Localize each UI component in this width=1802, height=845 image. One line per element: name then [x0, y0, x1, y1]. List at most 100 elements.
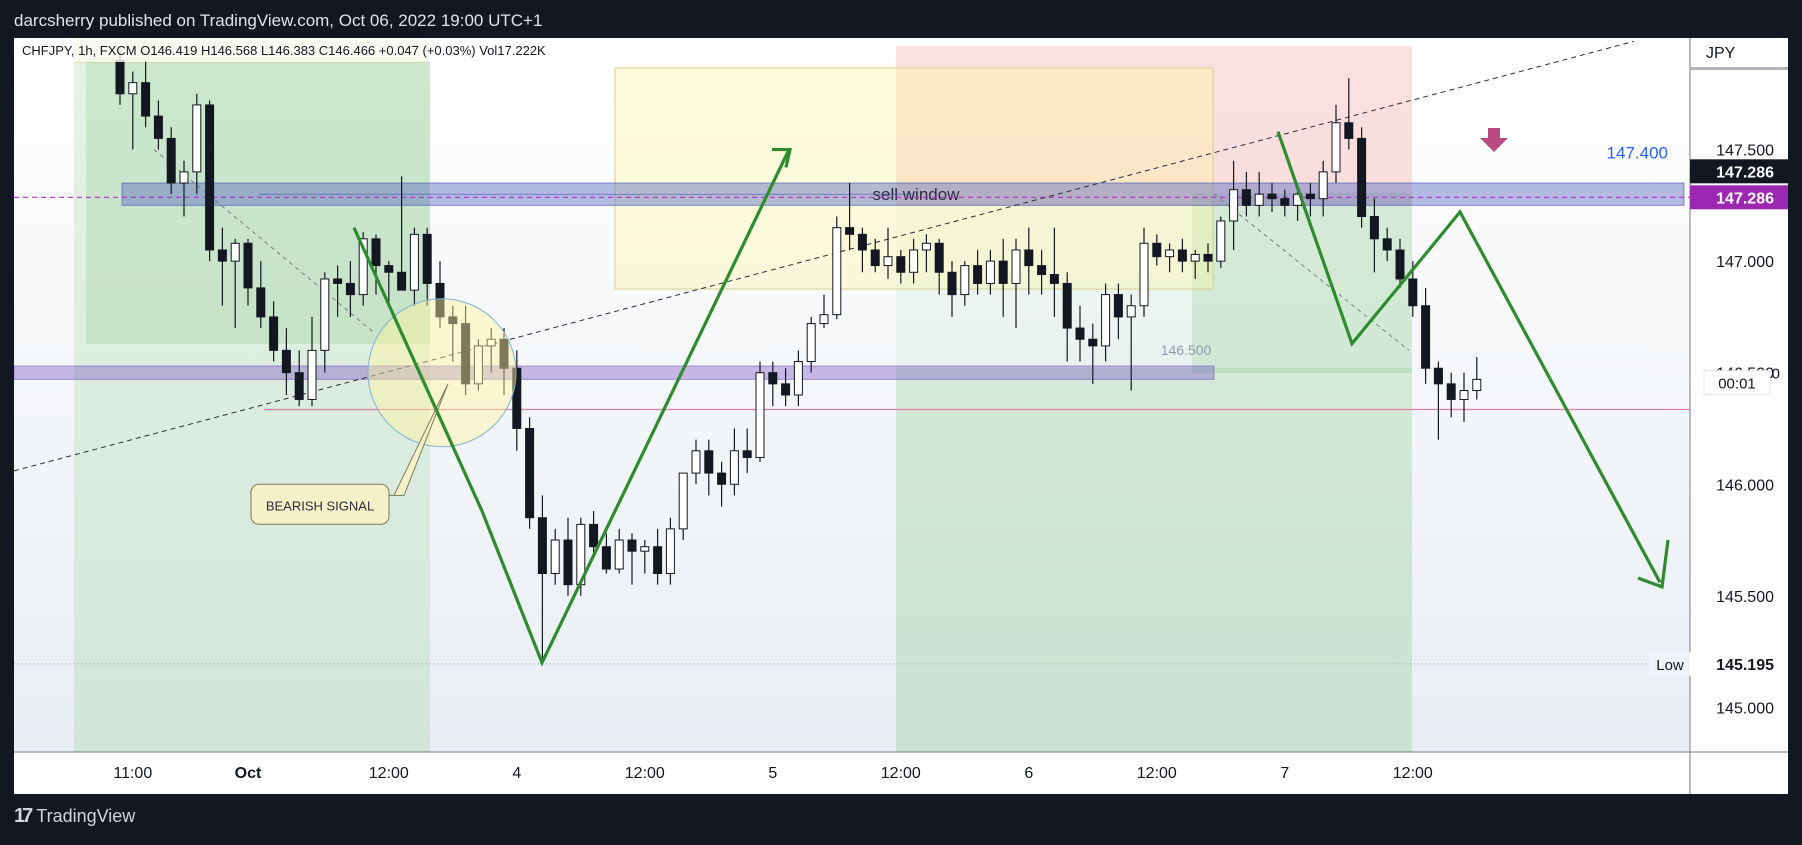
- candle[interactable]: [896, 249, 906, 284]
- candle[interactable]: [845, 183, 855, 250]
- candle[interactable]: [704, 439, 714, 496]
- candle[interactable]: [1459, 372, 1469, 422]
- candle[interactable]: [1395, 238, 1405, 288]
- candle[interactable]: [755, 361, 765, 462]
- candle[interactable]: [1357, 127, 1367, 228]
- candle[interactable]: [422, 227, 432, 306]
- candle[interactable]: [768, 361, 778, 407]
- tradingview-logo[interactable]: 17 TradingView: [14, 805, 135, 828]
- candle[interactable]: [857, 227, 867, 273]
- candle[interactable]: [1318, 160, 1328, 217]
- candle[interactable]: [1139, 227, 1149, 317]
- candle[interactable]: [1203, 243, 1213, 273]
- candle[interactable]: [1280, 189, 1290, 217]
- bearish-signal-callout[interactable]: [250, 483, 390, 525]
- candle[interactable]: [525, 417, 535, 529]
- candle[interactable]: [1062, 272, 1072, 362]
- candle[interactable]: [461, 305, 471, 395]
- candle[interactable]: [486, 328, 496, 373]
- candle[interactable]: [1216, 216, 1226, 268]
- candle[interactable]: [1049, 227, 1059, 317]
- candle[interactable]: [1152, 234, 1162, 266]
- candle[interactable]: [435, 261, 445, 329]
- candle[interactable]: [345, 261, 355, 317]
- candle[interactable]: [371, 234, 381, 295]
- candle[interactable]: [141, 60, 151, 128]
- candle[interactable]: [1037, 249, 1047, 295]
- candle[interactable]: [499, 328, 509, 395]
- candle[interactable]: [691, 439, 701, 485]
- candle[interactable]: [640, 540, 650, 574]
- candle[interactable]: [269, 301, 279, 362]
- chart-container[interactable]: sell window 146.500 147.400 BEARISH SIGNAL…: [13, 38, 1788, 794]
- candle[interactable]: [550, 528, 560, 585]
- candle[interactable]: [1075, 305, 1085, 362]
- candle[interactable]: [973, 249, 983, 295]
- candle[interactable]: [998, 238, 1008, 317]
- candle[interactable]: [1177, 238, 1187, 273]
- candle[interactable]: [1433, 361, 1443, 440]
- candle[interactable]: [614, 528, 624, 574]
- support-zone-146-5[interactable]: [13, 365, 1215, 380]
- candle[interactable]: [179, 160, 189, 217]
- candle[interactable]: [397, 176, 407, 291]
- candle[interactable]: [409, 227, 419, 306]
- candle[interactable]: [1190, 249, 1200, 279]
- candle[interactable]: [985, 249, 995, 295]
- candle[interactable]: [1024, 227, 1034, 295]
- candle[interactable]: [333, 265, 343, 317]
- candle[interactable]: [883, 227, 893, 279]
- candle[interactable]: [1369, 198, 1379, 273]
- candle[interactable]: [1344, 78, 1354, 150]
- candle[interactable]: [1472, 357, 1482, 400]
- candle[interactable]: [205, 100, 215, 262]
- price-chart[interactable]: sell window 146.500 147.400 BEARISH SIGNAL…: [13, 38, 1788, 794]
- candle[interactable]: [1254, 171, 1264, 217]
- candle[interactable]: [806, 316, 816, 373]
- candle[interactable]: [256, 261, 266, 329]
- candle[interactable]: [717, 461, 727, 507]
- candle[interactable]: [537, 495, 547, 663]
- candle[interactable]: [320, 272, 330, 373]
- candle[interactable]: [678, 472, 688, 541]
- candle[interactable]: [960, 261, 970, 306]
- candle[interactable]: [947, 261, 957, 317]
- candle[interactable]: [781, 368, 791, 407]
- candle[interactable]: [921, 234, 931, 273]
- candle[interactable]: [1088, 323, 1098, 384]
- candle[interactable]: [281, 328, 291, 395]
- candle[interactable]: [1241, 171, 1251, 217]
- candle[interactable]: [384, 261, 394, 306]
- candle[interactable]: [473, 339, 483, 391]
- candle[interactable]: [1382, 227, 1392, 262]
- candle[interactable]: [1267, 183, 1277, 213]
- candle[interactable]: [934, 238, 944, 295]
- candle[interactable]: [1165, 243, 1175, 273]
- candle[interactable]: [653, 528, 663, 585]
- candle[interactable]: [870, 238, 880, 273]
- candle[interactable]: [589, 511, 599, 556]
- candle[interactable]: [793, 350, 803, 407]
- candle[interactable]: [1229, 160, 1239, 250]
- candle[interactable]: [448, 305, 458, 362]
- candle[interactable]: [742, 428, 752, 474]
- candle[interactable]: [166, 127, 176, 195]
- candle[interactable]: [909, 238, 919, 284]
- candle[interactable]: [1446, 372, 1456, 418]
- candle[interactable]: [153, 100, 163, 150]
- candle[interactable]: [192, 93, 202, 195]
- candle[interactable]: [217, 227, 227, 306]
- candle[interactable]: [601, 533, 611, 574]
- candle[interactable]: [230, 238, 240, 329]
- candle[interactable]: [243, 238, 253, 306]
- candle[interactable]: [627, 533, 637, 585]
- candle[interactable]: [819, 294, 829, 329]
- candle[interactable]: [729, 428, 739, 496]
- candle[interactable]: [128, 71, 138, 150]
- candle[interactable]: [1331, 104, 1341, 184]
- candle[interactable]: [307, 316, 317, 407]
- candle[interactable]: [294, 350, 304, 407]
- candle[interactable]: [1113, 283, 1123, 340]
- candle[interactable]: [1101, 283, 1111, 362]
- candle[interactable]: [1421, 287, 1431, 384]
